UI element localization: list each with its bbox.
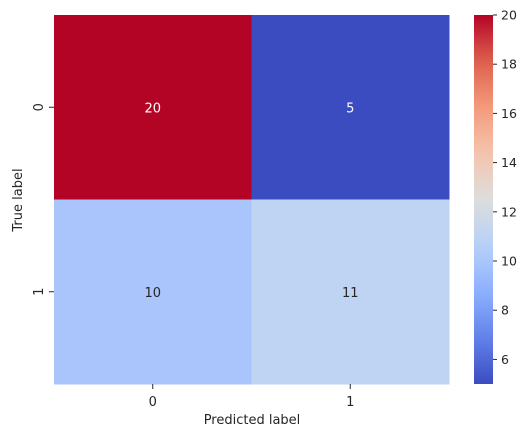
colorbar: 6 8 10 12 14 16 18 20 <box>474 8 517 384</box>
colorbar-tick-label-6: 18 <box>501 57 517 72</box>
cell-value-label-0-0: 20 <box>144 101 161 116</box>
heatmap-cell-1-0 <box>54 199 252 385</box>
heatmap-cell-0-1 <box>251 15 450 200</box>
y-axis-label: True label <box>11 168 26 232</box>
heatmap-cell-0-0 <box>54 15 252 200</box>
colorbar-tick-label-0: 6 <box>501 352 509 367</box>
axis-ticks: 0 101 <box>32 103 354 410</box>
colorbar-gradient <box>474 15 493 384</box>
cell-value-label-1-1: 11 <box>342 286 359 301</box>
x-tick-label-1: 1 <box>346 395 354 410</box>
cell-value-label-1-0: 10 <box>144 286 161 301</box>
colorbar-tick-label-4: 14 <box>501 155 517 170</box>
heatmap-cell-1-1 <box>251 199 450 385</box>
colorbar-tick-label-2: 10 <box>501 254 517 269</box>
colorbar-tick-label-7: 20 <box>501 8 517 23</box>
y-tick-label-1: 1 <box>32 288 47 296</box>
x-tick-label-0: 0 <box>149 395 157 410</box>
colorbar-tick-label-5: 16 <box>501 106 517 121</box>
colorbar-tick-label-1: 8 <box>501 303 509 318</box>
cell-value-label-0-1: 5 <box>346 101 354 116</box>
colorbar-tick-label-3: 12 <box>501 204 517 219</box>
x-axis-label: Predicted label <box>204 413 301 428</box>
heatmap-cells: 20 5 10 11 <box>54 15 450 385</box>
y-tick-label-0: 0 <box>32 103 47 111</box>
